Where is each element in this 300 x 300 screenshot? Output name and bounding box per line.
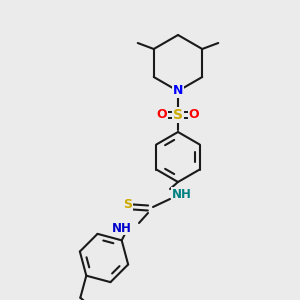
Text: S: S bbox=[124, 197, 133, 211]
Text: NH: NH bbox=[112, 221, 132, 235]
Text: NH: NH bbox=[172, 188, 192, 200]
Text: N: N bbox=[173, 85, 183, 98]
Text: S: S bbox=[173, 108, 183, 122]
Text: O: O bbox=[189, 109, 199, 122]
Text: O: O bbox=[157, 109, 167, 122]
